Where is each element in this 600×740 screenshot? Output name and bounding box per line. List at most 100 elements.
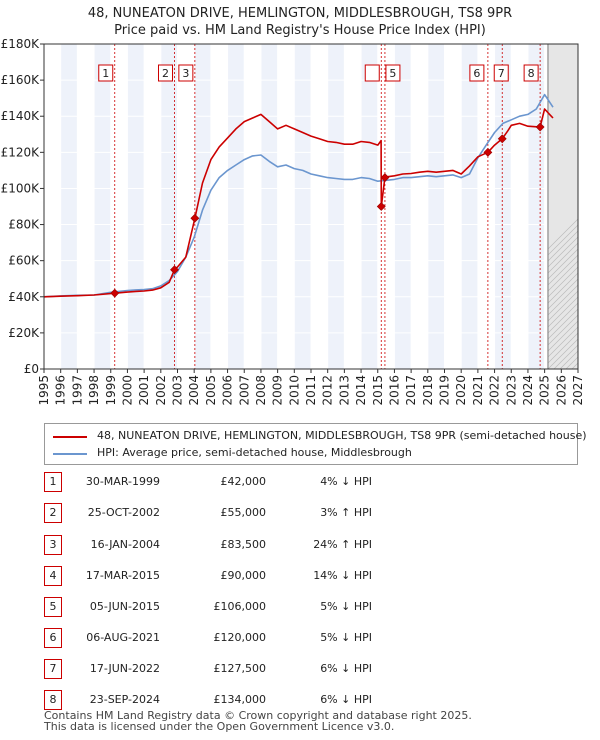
badge-box-8 [523,64,539,82]
x-tick-label: 2002 [154,375,168,406]
transaction-hpi: 4% ↓ HPI [320,475,372,488]
y-tick-label: £80K [8,218,40,232]
hatch-line [590,44,600,369]
x-tick-label: 2011 [304,375,318,406]
x-tick-label: 2000 [120,375,134,406]
x-tick-label: 2005 [204,375,218,406]
x-tick-label: 2021 [471,375,485,406]
hatch-line [547,302,579,334]
sale-point-1 [110,288,120,298]
legend: 48, NUNEATON DRIVE, HEMLINGTON, MIDDLESB… [44,423,587,465]
badge-label-1: 1 [102,67,109,80]
legend-blue-line [53,453,87,455]
y-tick-label: £100K [1,181,41,195]
table-row: 2 25-OCT-2002 £55,000 3% ↑ HPI [44,503,424,523]
legend-red-line [53,436,87,438]
footer: Contains HM Land Registry data © Crown c… [44,710,472,732]
footer-line1: Contains HM Land Registry data © Crown c… [44,709,472,722]
year-band [127,44,145,369]
transaction-date: 06-AUG-2021 [86,631,160,644]
hatch-line [547,296,579,328]
legend-label-hpi: HPI: Average price, semi-detached house,… [97,446,412,459]
sale-point-3 [190,213,200,223]
axes: £0 £20K £40K £60K £80K £100K £120K £140K £160K £1… [1,37,585,406]
x-tick-label: 2023 [504,375,518,406]
x-tick-label: 2019 [438,375,452,406]
year-band [160,44,178,369]
x-tick-label: 2018 [421,375,435,406]
sale-point-8 [535,122,545,132]
year-band [427,44,445,369]
badge-box-6 [469,64,485,82]
year-band [394,44,412,369]
x-tick-label: 2001 [137,375,151,406]
transaction-date: 23-SEP-2024 [89,693,160,706]
table-row: 7 17-JUN-2022 £127,500 6% ↓ HPI [44,659,424,679]
transaction-number: 6 [44,628,62,648]
chart-title-line2: Price paid vs. HM Land Registry's House … [114,23,486,38]
x-tick-label: 2027 [571,375,585,406]
badge-box-7 [493,64,509,82]
transaction-date: 17-MAR-2015 [85,569,160,582]
badge-label-2: 2 [162,67,169,80]
transaction-hpi: 5% ↓ HPI [320,631,372,644]
year-band [461,44,478,369]
year-band [227,44,245,369]
transaction-date: 17-JUN-2022 [89,662,160,675]
hatch-line [584,44,600,369]
transaction-number: 8 [44,690,62,710]
y-tick-label: £0 [24,362,39,376]
hpi-line [43,93,554,298]
transaction-date: 05-JUN-2015 [89,600,160,613]
badge-box-4 [364,64,380,82]
badge-box-3 [178,64,194,82]
x-tick-label: 1996 [54,375,68,406]
future-shade [547,44,600,369]
transaction-number: 7 [44,659,62,679]
transaction-number: 1 [44,472,62,492]
x-tick-label: 2012 [321,375,335,406]
y-tick-label: £120K [1,145,41,159]
transaction-hpi: 6% ↓ HPI [320,693,372,706]
table-row: 1 30-MAR-1999 £42,000 4% ↓ HPI [44,472,424,492]
x-tick-label: 2003 [171,375,185,406]
year-band [194,44,211,369]
hatch-line [596,44,600,369]
transaction-date: 25-OCT-2002 [87,506,160,519]
badge-box-2 [157,64,173,82]
x-tick-label: 2026 [554,375,568,406]
x-tick-label: 2015 [371,375,385,406]
year-band [294,44,311,369]
table-row: 5 05-JUN-2015 £106,000 5% ↓ HPI [44,597,424,617]
x-tick-label: 1995 [37,375,51,406]
transaction-hpi: 5% ↓ HPI [320,600,372,613]
table-row: 8 23-SEP-2024 £134,000 6% ↓ HPI [44,690,424,710]
y-tick-label: £160K [1,73,41,87]
x-tick-label: 1999 [104,375,118,406]
x-tick-label: 2008 [254,375,268,406]
badge-label-7: 7 [498,67,505,80]
year-band [494,44,512,369]
transaction-number: 3 [44,535,62,555]
transaction-price: £90,000 [220,569,267,582]
y-tick-label: £180K [1,37,41,51]
transaction-price: £134,000 [213,693,267,706]
hatch-line [547,308,579,340]
transaction-price: £106,000 [213,600,267,613]
badge-label-6: 6 [473,67,480,80]
y-tick-label: £140K [1,109,41,123]
sale-points [110,122,545,298]
table-row: 4 17-MAR-2015 £90,000 14% ↓ HPI [44,566,424,586]
sale-point-7 [497,134,507,144]
transaction-date: 16-JAN-2004 [90,538,160,551]
sale-point-4 [376,202,386,211]
transaction-hpi: 14% ↓ HPI [313,569,372,582]
x-tick-label: 2006 [221,375,235,406]
x-tick-label: 2010 [287,375,301,406]
year-band [327,44,345,369]
sale-point-2 [170,265,179,275]
badge-label-3: 3 [182,67,189,80]
transaction-number: 4 [44,566,62,586]
badge-label-8: 8 [528,67,535,80]
